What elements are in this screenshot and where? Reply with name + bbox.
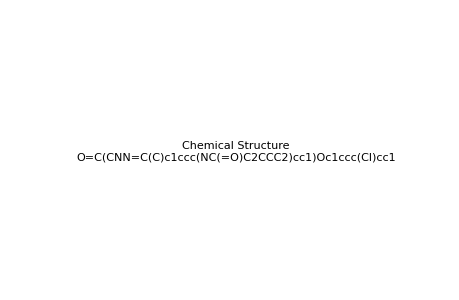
Text: Chemical Structure
O=C(CNN=C(C)c1ccc(NC(=O)C2CCC2)cc1)Oc1ccc(Cl)cc1: Chemical Structure O=C(CNN=C(C)c1ccc(NC(… (76, 141, 395, 162)
